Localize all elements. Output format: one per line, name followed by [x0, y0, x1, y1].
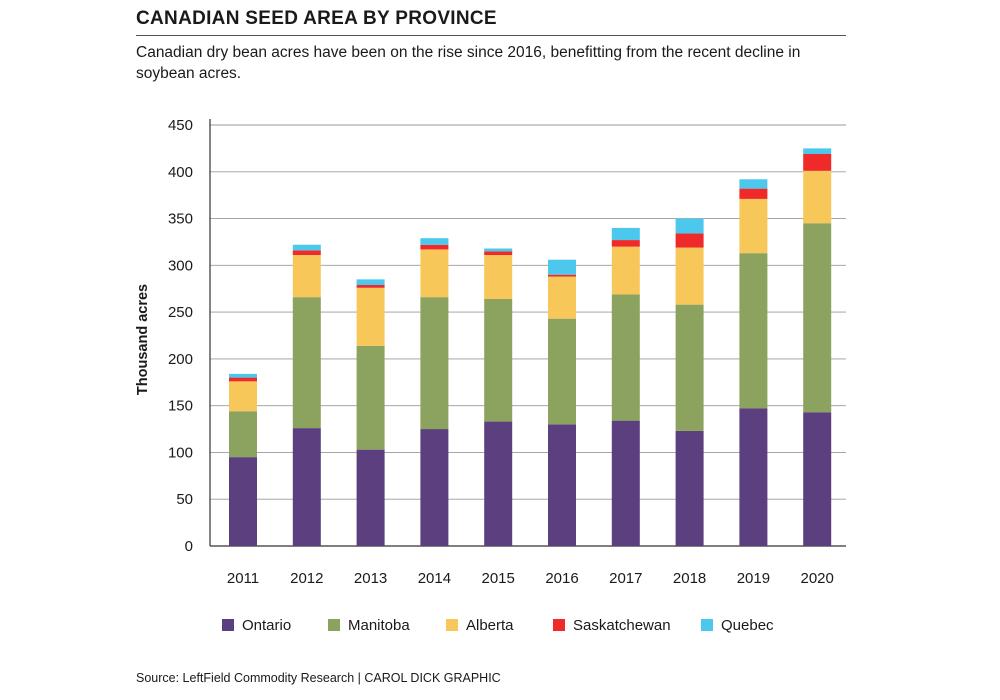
chart-subtitle: Canadian dry bean acres have been on the…: [136, 44, 801, 82]
y-tick-label: 450: [168, 117, 193, 134]
bar-segment-manitoba-2019: [739, 253, 768, 409]
bar-segment-alberta-2012: [292, 255, 321, 298]
x-tick-label: 2018: [673, 570, 706, 587]
bar-segment-quebec-2018: [675, 218, 704, 234]
bar-segment-alberta-2020: [803, 170, 832, 224]
bar-segment-manitoba-2018: [675, 304, 704, 431]
y-axis-label: Thousand acres: [135, 284, 151, 395]
title-rule: [136, 35, 846, 36]
x-tick-label: 2012: [290, 570, 323, 587]
source-note: Source: LeftField Commodity Research | C…: [136, 671, 501, 685]
bar-segment-saskatchewan-2017: [611, 240, 640, 247]
bar-segment-saskatchewan-2013: [356, 284, 385, 288]
bar-segment-quebec-2019: [739, 179, 768, 189]
y-tick-label: 250: [168, 304, 193, 321]
bar-segment-quebec-2020: [803, 148, 832, 155]
bar-segment-ontario-2011: [229, 457, 257, 546]
bar-segment-manitoba-2016: [548, 318, 576, 425]
bar-segment-saskatchewan-2015: [484, 251, 513, 256]
x-tick-label: 2014: [418, 570, 451, 587]
bar-segment-ontario-2013: [356, 449, 385, 546]
legend-swatch-ontario: [222, 619, 234, 631]
x-tick-label: 2020: [801, 570, 834, 587]
y-tick-label: 0: [185, 538, 193, 555]
bar-segment-quebec-2017: [611, 227, 640, 241]
bar-segment-quebec-2011: [229, 373, 257, 378]
bar-segment-saskatchewan-2016: [548, 274, 576, 277]
bar-segment-ontario-2018: [675, 430, 704, 546]
y-tick-label: 400: [168, 164, 193, 181]
bar-segment-manitoba-2011: [229, 411, 257, 458]
bar-segment-saskatchewan-2020: [803, 154, 832, 171]
x-tick-label: 2016: [545, 570, 578, 587]
x-tick-label: 2013: [354, 570, 387, 587]
bar-segment-ontario-2015: [484, 421, 513, 546]
bar-segment-ontario-2019: [739, 408, 768, 546]
axes: 0 50 100 150 200 250 300 350 400 450 Thousand acre…: [135, 117, 834, 587]
legend-swatch-saskatchewan: [553, 619, 565, 631]
bar-segment-manitoba-2020: [803, 223, 832, 413]
legend-label-quebec: Quebec: [721, 617, 774, 634]
bar-segment-alberta-2013: [356, 287, 385, 346]
bar-segment-manitoba-2015: [484, 299, 513, 422]
bar-segment-quebec-2015: [484, 248, 513, 252]
x-tick-label: 2019: [737, 570, 770, 587]
bar-segment-quebec-2013: [356, 279, 385, 285]
bar-segment-ontario-2012: [292, 428, 321, 546]
legend-swatch-alberta: [446, 619, 458, 631]
x-tick-label: 2011: [227, 570, 259, 587]
bar-segment-manitoba-2014: [420, 297, 449, 430]
bar-segment-ontario-2020: [803, 412, 832, 546]
bar-segment-saskatchewan-2011: [229, 377, 257, 382]
x-tick-label: 2017: [609, 570, 642, 587]
bar-segment-saskatchewan-2014: [420, 244, 449, 250]
bar-segment-alberta-2015: [484, 255, 513, 300]
bar-segment-manitoba-2012: [292, 297, 321, 429]
y-tick-label: 300: [168, 257, 193, 274]
bar-segment-ontario-2014: [420, 429, 449, 546]
bar-segment-quebec-2014: [420, 238, 449, 245]
bar-segment-alberta-2018: [675, 247, 704, 305]
y-tick-label: 150: [168, 398, 193, 415]
bar-segment-manitoba-2013: [356, 345, 385, 450]
bar-segment-manitoba-2017: [611, 294, 640, 421]
chart-title: CANADIAN SEED AREA BY PROVINCE: [136, 8, 497, 29]
bar-segment-alberta-2014: [420, 249, 449, 298]
bar-segment-alberta-2016: [548, 276, 576, 319]
bars: [229, 148, 832, 546]
bar-segment-ontario-2017: [611, 420, 640, 546]
bar-segment-alberta-2011: [229, 381, 257, 412]
legend-swatch-manitoba: [328, 619, 340, 631]
legend-label-saskatchewan: Saskatchewan: [573, 617, 671, 634]
bar-segment-quebec-2016: [548, 259, 576, 275]
legend-label-alberta: Alberta: [466, 617, 514, 634]
bar-segment-saskatchewan-2012: [292, 250, 321, 256]
legend: Ontario Manitoba Alberta Saskatchewan Quebec: [222, 617, 774, 634]
bar-segment-quebec-2012: [292, 244, 321, 251]
legend-label-ontario: Ontario: [242, 617, 291, 634]
legend-label-manitoba: Manitoba: [348, 617, 410, 634]
y-tick-label: 200: [168, 351, 193, 368]
y-tick-label: 350: [168, 211, 193, 228]
bar-segment-alberta-2019: [739, 198, 768, 254]
bar-segment-alberta-2017: [611, 246, 640, 295]
legend-swatch-quebec: [701, 619, 713, 631]
y-tick-label: 100: [168, 444, 193, 461]
bar-segment-ontario-2016: [548, 424, 576, 546]
bar-segment-saskatchewan-2018: [675, 233, 704, 248]
y-tick-label: 50: [176, 491, 193, 508]
x-tick-label: 2015: [482, 570, 515, 587]
bar-segment-saskatchewan-2019: [739, 188, 768, 199]
